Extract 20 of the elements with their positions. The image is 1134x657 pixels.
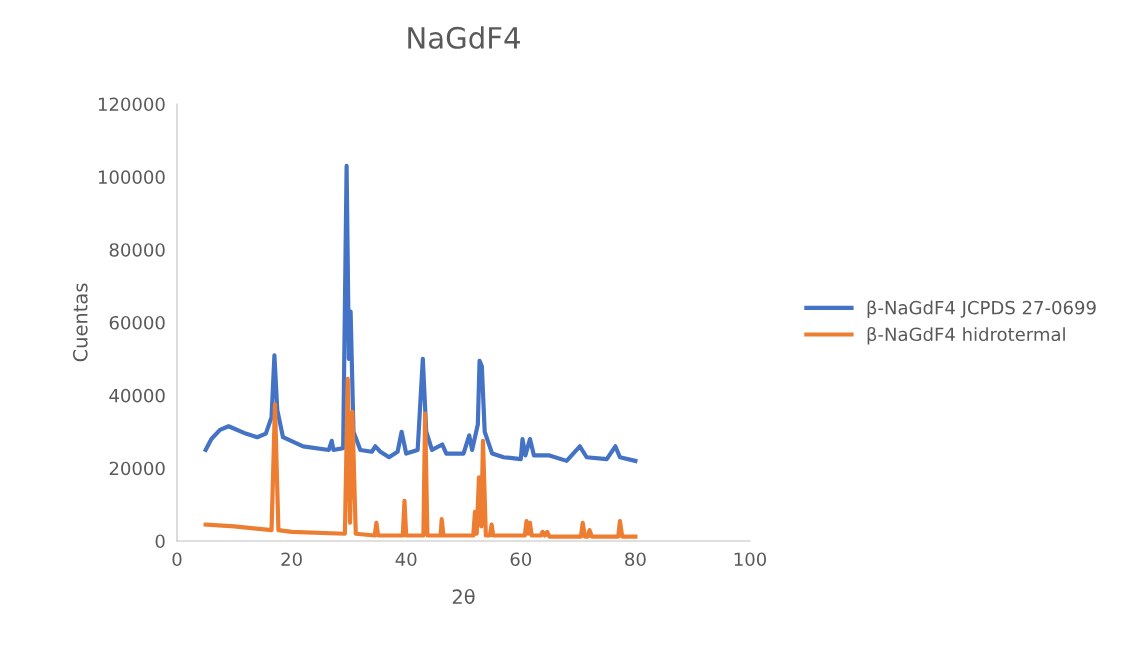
legend-label: β-NaGdF4 JCPDS 27-0699 [867, 300, 1096, 318]
y-tick-label: 0 [155, 534, 165, 549]
x-tick-label: 80 [625, 552, 646, 567]
y-tick-label: 20000 [109, 461, 165, 476]
line-series [203, 376, 638, 539]
x-tick-label: 0 [172, 552, 182, 567]
y-tick-label: 40000 [109, 388, 165, 403]
y-axis-title: Cuentas [72, 283, 88, 362]
x-tick-label: 20 [281, 552, 302, 567]
x-tick-label: 40 [395, 552, 417, 567]
line-series [203, 163, 638, 463]
y-tick-label: 100000 [98, 170, 165, 184]
legend-label: β-NaGdF4 hidrotermal [867, 327, 1065, 345]
y-tick-label: 60000 [109, 315, 165, 330]
x-axis-title: 2θ [452, 588, 475, 605]
y-tick-label: 120000 [98, 97, 165, 112]
x-tick-label: 100 [734, 552, 767, 567]
chart-title: NaGdF4 [408, 26, 520, 49]
y-tick-label: 80000 [109, 243, 165, 257]
x-tick-label: 60 [510, 552, 532, 567]
